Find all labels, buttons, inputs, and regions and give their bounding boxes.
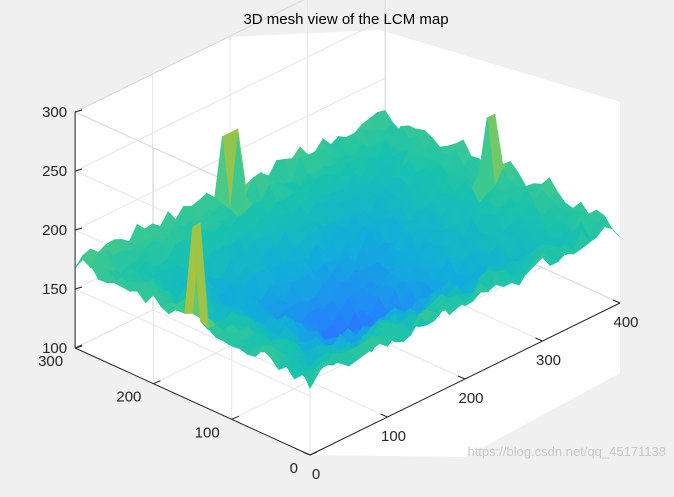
y-tick-label: 100 [195, 424, 220, 441]
x-tick-label: 300 [536, 352, 561, 369]
x-tick-label: 0 [312, 466, 320, 483]
x-tick-mark [457, 375, 466, 380]
x-tick-mark [612, 299, 621, 304]
surface-mesh [74, 109, 621, 389]
z-tick-mark [74, 109, 83, 113]
axes-box-edge [74, 0, 305, 113]
z-tick-mark [74, 227, 83, 231]
x-axis-line [309, 302, 621, 456]
grid-line-z [74, 18, 386, 172]
z-tick-label: 150 [42, 281, 67, 298]
grid-line-x [152, 309, 388, 418]
x-tick-label: 400 [613, 314, 638, 331]
z-tick-label: 300 [42, 104, 67, 121]
x-tick-label: 100 [381, 428, 406, 445]
axis-ticks: 100 150 200 250 300 0 100 200 300 0 100 200 300 400 [38, 104, 638, 483]
y-tick-mark [231, 415, 239, 420]
y-tick-label: 0 [290, 460, 298, 477]
watermark: https://blog.csdn.net/qq_45171138 [467, 444, 666, 459]
x-tick-mark [380, 413, 388, 418]
z-tick-label: 200 [42, 222, 67, 239]
chart-title: 3D mesh view of the LCM map [243, 11, 448, 28]
x-tick-label: 200 [458, 390, 483, 407]
surface-cell [301, 370, 319, 389]
y-tick-label: 200 [116, 389, 141, 406]
y-tick-label: 300 [38, 353, 63, 370]
grid-line-z [74, 288, 311, 397]
y-tick-mark [153, 380, 161, 385]
z-tick-label: 100 [42, 340, 67, 357]
x-tick-mark [535, 337, 543, 342]
z-tick-mark [74, 286, 83, 290]
y-tick-mark [74, 344, 83, 349]
z-tick-mark [74, 168, 83, 172]
y-axis-line [74, 347, 311, 456]
z-tick-label: 250 [42, 163, 67, 180]
